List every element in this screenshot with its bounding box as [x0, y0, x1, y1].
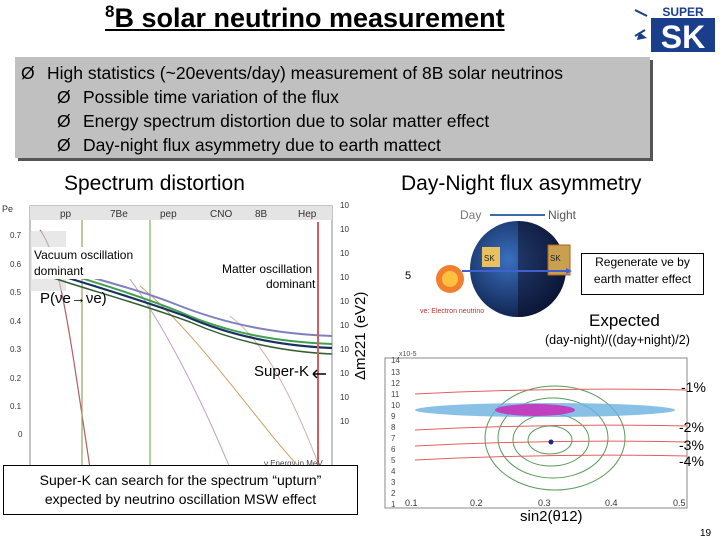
asymmetry-formula: (day-night)/((day+night)/2): [545, 333, 690, 347]
svg-text:7: 7: [391, 434, 396, 443]
y-tick: 0.3: [10, 345, 22, 354]
svg-text:10: 10: [340, 297, 349, 306]
svg-text:SK: SK: [661, 19, 705, 54]
legend-cno: CNO: [210, 209, 232, 220]
arrow-bullet-icon: Ø: [57, 87, 71, 107]
pe-axis-label: Pe: [2, 204, 13, 214]
legend-8b: 8B: [255, 209, 268, 220]
legend-pep: pep: [160, 209, 177, 220]
svg-text:0.3: 0.3: [538, 498, 551, 508]
svg-text:10: 10: [340, 345, 349, 354]
svg-text:8: 8: [391, 423, 396, 432]
y-tick: 0.7: [10, 231, 22, 240]
y-tick: 0.5: [10, 288, 22, 297]
svg-text:10: 10: [340, 225, 349, 234]
probability-label: P(νe→νe): [40, 290, 107, 307]
svg-text:SUPER: SUPER: [662, 5, 704, 19]
contour-y-axis-label: Δm221 (eV2): [352, 291, 369, 380]
svg-text:10: 10: [340, 321, 349, 330]
expected-label: Expected: [589, 311, 660, 330]
night-label: Night: [548, 208, 577, 222]
matter-oscillation-label-2: dominant: [266, 277, 316, 291]
arrow-bullet-icon: Ø: [57, 111, 71, 131]
svg-text:0.4: 0.4: [605, 498, 618, 508]
svg-text:0.1: 0.1: [405, 498, 418, 508]
svg-text:10: 10: [340, 273, 349, 282]
svg-text:4: 4: [391, 467, 396, 476]
y-tick: 0: [18, 430, 23, 439]
contour-y-top-tick: 5: [405, 270, 412, 282]
arrow-bullet-icon: Ø: [57, 135, 71, 155]
day-label: Day: [460, 208, 481, 222]
svg-text:0.5: 0.5: [673, 498, 686, 508]
superk-threshold-label: Super-K: [254, 363, 309, 380]
svg-text:0.2: 0.2: [470, 498, 483, 508]
y-tick: 0.6: [10, 260, 22, 269]
legend-pp: pp: [60, 209, 72, 220]
spectrum-distortion-heading: Spectrum distortion: [64, 172, 245, 195]
y-tick: 0.4: [10, 317, 22, 326]
svg-text:9: 9: [391, 412, 396, 421]
arrow-bullet-icon: Ø: [21, 63, 35, 83]
asymmetry-percent: -2%: [679, 419, 704, 435]
vacuum-oscillation-label-2: dominant: [34, 264, 84, 278]
svg-text:10: 10: [340, 417, 349, 426]
spectrum-distortion-plot: pp 7Be pep CNO 8B Hep Pe 0.7 0.6 0.5 0.4…: [2, 201, 349, 469]
sk-day-label: SK: [484, 254, 495, 263]
y-tick: 0.1: [10, 402, 22, 411]
sk-night-label: SK: [550, 254, 561, 263]
svg-text:12: 12: [391, 379, 400, 388]
svg-text:6: 6: [391, 445, 396, 454]
legend-hep: Hep: [298, 209, 317, 220]
page-title: 8B solar neutrino measurement: [105, 2, 505, 33]
regenerate-callout: Regenerate νe by earth matter effect: [581, 253, 704, 295]
bullet-item: Ø Possible time variation of the flux: [57, 87, 339, 107]
super-k-logo: SUPER SK: [634, 4, 715, 54]
asymmetry-percent: -1%: [681, 379, 706, 395]
energy-axis-label: ν Energy in MeV: [264, 459, 323, 468]
svg-text:13: 13: [391, 368, 400, 377]
spectrum-caption: Super-K can search for the spectrum “upt…: [3, 465, 358, 515]
svg-text:10: 10: [340, 201, 349, 210]
asymmetry-percent: -4%: [679, 453, 704, 469]
svg-text:3: 3: [391, 478, 396, 487]
svg-text:11: 11: [391, 390, 400, 399]
asymmetry-percent: -3%: [679, 437, 704, 453]
vacuum-oscillation-label: Vacuum oscillation: [34, 248, 133, 262]
page-number: 19: [700, 528, 712, 539]
svg-text:5: 5: [391, 456, 396, 465]
svg-text:14: 14: [391, 356, 400, 365]
svg-text:2: 2: [391, 489, 396, 498]
y-tick: 0.2: [10, 374, 22, 383]
bullet-item: Ø High statistics (~20events/day) measure…: [21, 63, 564, 83]
electron-neutrino-legend: νe: Electron neutrino: [420, 308, 484, 315]
contour-x-axis-label: sin2(θ12): [520, 508, 583, 525]
day-night-heading: Day-Night flux asymmetry: [401, 172, 642, 195]
matter-oscillation-label: Matter oscillation: [222, 262, 312, 276]
svg-text:10: 10: [340, 249, 349, 258]
svg-text:1: 1: [391, 500, 396, 509]
bullet-item: Ø Energy spectrum distortion due to solar…: [57, 111, 490, 131]
bullet-item: Ø Day-night flux asymmetry due to earth m…: [57, 135, 441, 155]
svg-text:10: 10: [340, 369, 349, 378]
svg-text:10: 10: [391, 401, 400, 410]
legend-7be: 7Be: [110, 209, 128, 220]
day-night-contour-plot: 14 13 12 11 10 9 8 7 6 5 4 3 2 1 0.1 0.2…: [384, 351, 688, 509]
svg-text:10: 10: [340, 393, 349, 402]
svg-text:x10-5: x10-5: [399, 351, 417, 358]
summary-box: Ø High statistics (~20events/day) measure…: [15, 57, 650, 158]
